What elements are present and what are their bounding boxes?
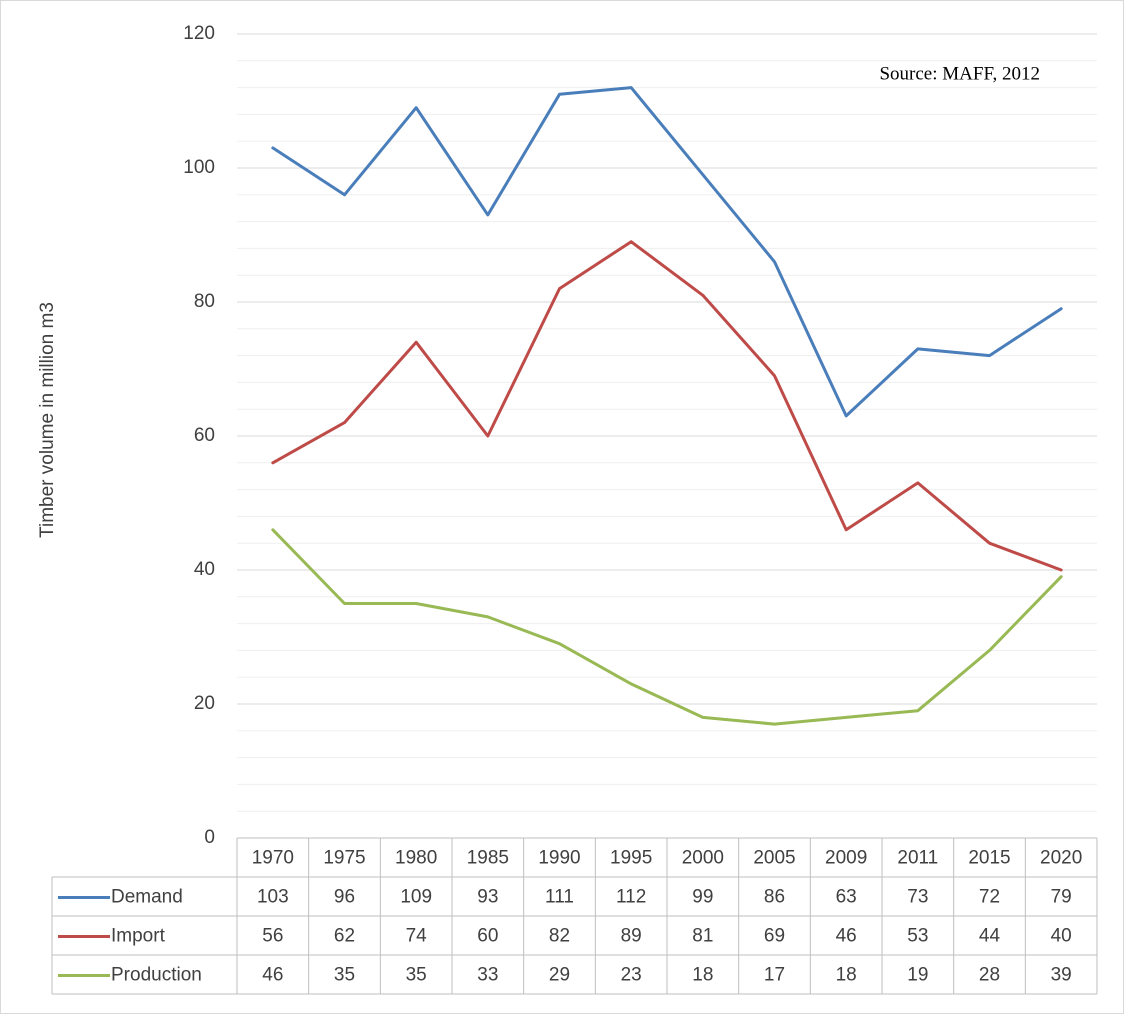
table-cell: 39 xyxy=(1051,965,1072,986)
table-cell: 62 xyxy=(334,926,355,947)
series-line xyxy=(271,240,1063,572)
table-cell: 56 xyxy=(262,926,283,947)
legend-label: Import xyxy=(111,926,166,947)
table-cell: 96 xyxy=(334,887,355,908)
annotation: Source: MAFF, 2012 xyxy=(879,63,1040,84)
table-cell: 93 xyxy=(477,887,498,908)
x-tick-label: 1970 xyxy=(252,848,294,869)
y-tick-label: 120 xyxy=(183,23,215,44)
x-tick-label: 2009 xyxy=(825,848,867,869)
x-tick-label: 2005 xyxy=(753,848,795,869)
table-cell: 99 xyxy=(692,887,713,908)
table-cell: 79 xyxy=(1051,887,1072,908)
x-tick-label: 1975 xyxy=(323,848,365,869)
table-cell: 18 xyxy=(692,965,713,986)
y-tick-label: 0 xyxy=(204,827,215,848)
table-cell: 23 xyxy=(621,965,642,986)
table-cell: 40 xyxy=(1051,926,1072,947)
y-tick-label: 20 xyxy=(194,693,215,714)
x-tick-label: 2020 xyxy=(1040,848,1082,869)
x-tick-label: 1985 xyxy=(467,848,509,869)
x-tick-label: 1995 xyxy=(610,848,652,869)
table-cell: 18 xyxy=(836,965,857,986)
y-axis-label: Timber volume in million m3 xyxy=(37,302,58,538)
x-tick-label: 2000 xyxy=(682,848,724,869)
x-tick-label: 1980 xyxy=(395,848,437,869)
table-cell: 109 xyxy=(400,887,432,908)
table-cell: 35 xyxy=(406,965,427,986)
table-cell: 46 xyxy=(836,926,857,947)
table-cell: 63 xyxy=(836,887,857,908)
table-cell: 19 xyxy=(907,965,928,986)
series-line xyxy=(271,528,1063,726)
legend-label: Production xyxy=(111,965,202,986)
table-cell: 82 xyxy=(549,926,570,947)
table-cell: 111 xyxy=(545,887,574,908)
table-cell: 60 xyxy=(477,926,498,947)
table-cell: 112 xyxy=(616,887,646,908)
table-cell: 35 xyxy=(334,965,355,986)
x-tick-label: 2015 xyxy=(968,848,1010,869)
y-tick-label: 60 xyxy=(194,425,215,446)
table-cell: 33 xyxy=(477,965,498,986)
table-cell: 73 xyxy=(907,887,928,908)
x-tick-label: 1990 xyxy=(538,848,580,869)
table-cell: 103 xyxy=(257,887,289,908)
series-line xyxy=(271,86,1063,418)
table-cell: 28 xyxy=(979,965,1000,986)
legend-label: Demand xyxy=(111,887,183,908)
table-cell: 46 xyxy=(262,965,283,986)
y-tick-label: 80 xyxy=(194,291,215,312)
table-cell: 74 xyxy=(406,926,428,947)
table-cell: 86 xyxy=(764,887,785,908)
table-cell: 69 xyxy=(764,926,785,947)
table-cell: 44 xyxy=(979,926,1001,947)
table-cell: 29 xyxy=(549,965,570,986)
y-tick-label: 100 xyxy=(183,157,215,178)
x-tick-label: 2011 xyxy=(897,848,938,869)
y-tick-label: 40 xyxy=(194,559,215,580)
table-cell: 53 xyxy=(907,926,928,947)
table-cell: 89 xyxy=(621,926,642,947)
table-cell: 72 xyxy=(979,887,1000,908)
table-cell: 17 xyxy=(764,965,785,986)
table-cell: 81 xyxy=(692,926,713,947)
